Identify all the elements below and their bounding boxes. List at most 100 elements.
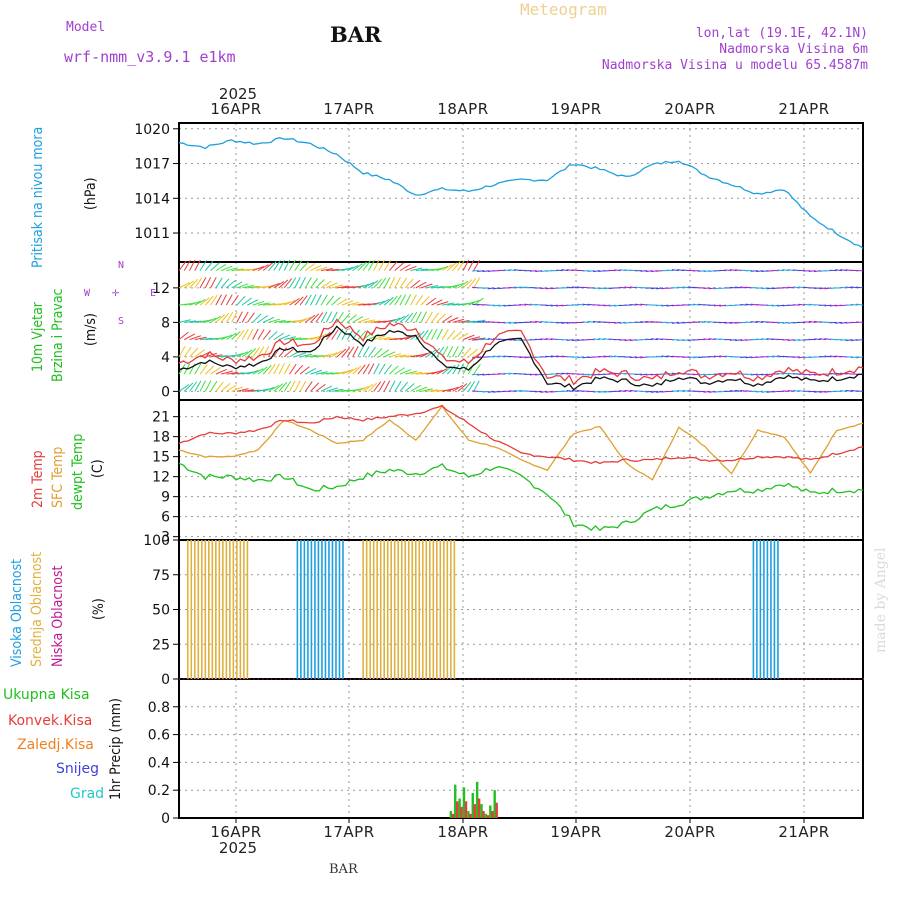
compass-w: W [84,288,91,299]
wind-arrow [719,373,727,375]
wind-arrow [436,301,449,306]
wind-arrow [571,286,579,289]
wind-arrow [210,315,222,323]
wind-arrow [661,304,669,307]
wind-arrow [550,304,558,307]
wind-arrow [813,270,821,273]
wind-arrow [661,355,669,358]
wind-arrow [199,364,208,375]
wind-arrow [399,313,410,323]
wind-arrow [519,304,527,306]
wind-arrow [189,278,199,289]
wind-arrow [850,286,858,289]
wind-arrow [220,370,233,375]
wind-arrow [687,356,695,359]
precip-bar [486,815,490,818]
wind-arrow [246,312,255,323]
wind-arrow [336,298,348,306]
wind-arrow [247,347,257,358]
wind-arrow [420,296,430,306]
wind-arrow [231,294,239,306]
pressure-line [178,137,864,249]
wind-arrow [556,372,564,375]
wind-arrow [824,304,832,307]
wind-arrow [189,300,202,306]
wind-arrow [452,331,462,340]
wind-arrow [194,363,202,375]
wind-arrow [315,371,328,375]
y-tick-label: 1014 [134,191,170,207]
wind-arrow [199,337,213,341]
wind-arrow [368,346,376,358]
wind-arrow [677,269,685,272]
wind-arrow [447,284,460,289]
wind-arrow [262,316,275,323]
wind-arrow [299,276,306,289]
wind-arrow [326,282,338,289]
wind-arrow [740,286,748,289]
wind-arrow [508,321,516,324]
wind-arrow [363,319,375,323]
wind-arrow [666,321,674,324]
wind-arrow [766,338,774,341]
wind-arrow [813,287,821,290]
wind-arrow [777,372,785,375]
wind-arrow [803,356,811,359]
wind-arrow [603,304,611,307]
wind-arrow [467,259,475,271]
wind-arrow [619,321,627,324]
wind-arrow [252,346,261,358]
precip-bar [467,811,470,818]
wind-arrow [325,311,333,323]
wind-arrow [441,315,453,323]
wind-arrow [703,287,711,289]
wind-arrow [608,304,616,307]
wind-arrow [231,268,244,272]
wind-arrow [336,348,347,358]
wind-arrow [650,390,658,393]
model-elevation-label: Nadmorska Visina u modelu 65.4587m [601,58,868,73]
wind-arrow [650,338,658,341]
precip-bar [477,798,481,818]
wind-arrow [436,328,443,340]
wind-arrow [404,278,414,289]
wind-arrow [310,294,317,306]
wind-arrow [178,319,191,323]
precip-bar [493,790,496,818]
wind-arrow [425,329,433,340]
wind-arrow [331,311,338,323]
wind-arrow [189,381,198,392]
wind-arrow [473,363,481,375]
y-tick-label: 1017 [134,157,170,173]
wind-arrow [487,390,495,393]
wind-arrow [508,372,516,375]
wind-arrow [535,320,543,323]
wind-arrow [556,321,564,324]
wind-arrow [566,389,574,392]
wind-arrow [441,329,449,340]
legend-convective-rain: Konvek.Kisa [8,713,93,729]
wind-arrow [482,270,490,273]
wind-arrow [561,372,569,375]
wind-arrow [756,320,764,323]
wind-arrow [540,390,548,393]
y-tick-label: 0.2 [148,783,170,799]
precip-bar [484,813,488,818]
wind-arrow [294,352,307,358]
wind-arrow [724,321,732,324]
wind-arrow [373,259,380,271]
wind-arrow [452,282,464,289]
wind-arrow [294,296,304,306]
wind-arrow [410,267,423,272]
wind-arrow [756,390,764,393]
wind-arrow [326,387,338,392]
wind-arrow [592,390,600,393]
wind-arrow [566,269,574,272]
wind-arrow [215,263,227,272]
wind-arrow [798,356,806,359]
wind-arrow [446,364,456,375]
wind-arrow [341,300,354,306]
wind-arrow [225,294,233,306]
wind-arrow [473,380,480,392]
wind-arrow [394,380,402,392]
